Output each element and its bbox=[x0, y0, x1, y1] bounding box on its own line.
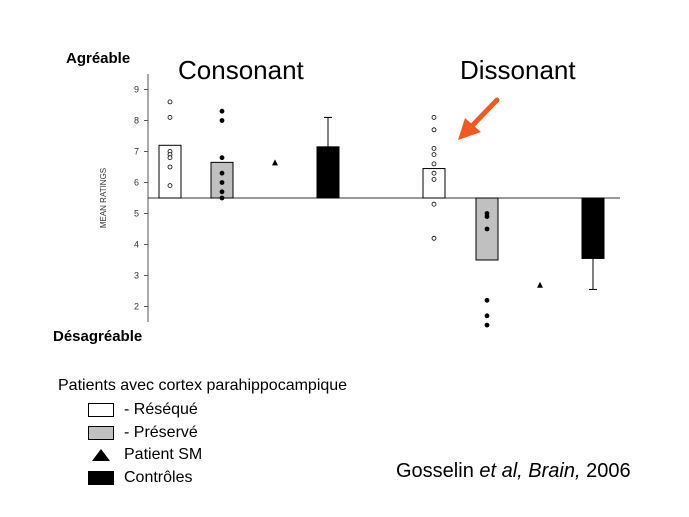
gray-rect-icon bbox=[88, 426, 114, 440]
point-preserved bbox=[484, 297, 490, 303]
bar-resected bbox=[422, 168, 446, 199]
arrow-head bbox=[458, 118, 481, 140]
point-preserved bbox=[484, 214, 490, 220]
legend-label-controls: Contrôles bbox=[124, 469, 193, 486]
open-rect-icon bbox=[88, 403, 114, 417]
point-resected bbox=[167, 115, 173, 120]
bar-resected bbox=[158, 144, 182, 199]
black-rect-icon bbox=[88, 471, 114, 485]
y-tick-label: 3 bbox=[134, 271, 139, 281]
legend-item-resected: - Réséqué bbox=[88, 399, 198, 421]
point-resected bbox=[431, 127, 437, 133]
point-resected bbox=[431, 235, 437, 241]
marker-patient-sm bbox=[537, 281, 543, 288]
point-resected bbox=[431, 176, 437, 182]
dissonant-title: Dissonant bbox=[460, 55, 576, 85]
point-preserved bbox=[484, 226, 490, 232]
point-resected bbox=[431, 201, 437, 207]
legend-item-sm: Patient SM bbox=[88, 444, 202, 466]
pleasant-label: Agréable bbox=[66, 50, 131, 67]
y-tick-label: 8 bbox=[134, 116, 139, 126]
point-resected bbox=[167, 155, 173, 161]
citation-authors: Gosselin bbox=[396, 460, 480, 482]
citation-journal: Brain, bbox=[522, 460, 581, 482]
point-resected bbox=[431, 145, 437, 151]
point-preserved bbox=[219, 118, 225, 123]
point-resected bbox=[431, 161, 437, 167]
point-resected bbox=[431, 152, 437, 158]
y-axis-label: MEAN RATINGS bbox=[99, 168, 108, 228]
point-preserved bbox=[219, 155, 225, 161]
marker-patient-sm bbox=[272, 159, 278, 166]
point-preserved bbox=[219, 189, 225, 195]
consonant-title: Consonant bbox=[178, 55, 304, 85]
point-preserved bbox=[219, 180, 225, 185]
point-preserved bbox=[219, 108, 225, 114]
legend-item-preserved: - Préservé bbox=[88, 422, 198, 444]
y-tick-label: 4 bbox=[134, 240, 139, 250]
y-tick-label: 5 bbox=[134, 209, 139, 219]
bar-controls bbox=[581, 197, 605, 259]
point-resected bbox=[167, 164, 173, 170]
legend-item-controls: Contrôles bbox=[88, 467, 192, 489]
bar-controls bbox=[316, 146, 340, 199]
point-resected bbox=[167, 183, 173, 189]
point-preserved bbox=[219, 195, 225, 201]
y-tick-label: 7 bbox=[134, 147, 139, 157]
legend-label-sm: Patient SM bbox=[124, 446, 203, 463]
y-tick-label: 9 bbox=[134, 85, 139, 95]
legend-label-resected: - Réséqué bbox=[124, 401, 198, 418]
point-resected bbox=[431, 170, 437, 176]
citation-etal: et al, bbox=[479, 460, 523, 482]
point-preserved bbox=[484, 313, 490, 319]
point-preserved bbox=[484, 322, 490, 328]
triangle-icon bbox=[88, 448, 114, 462]
point-preserved bbox=[219, 170, 225, 176]
citation: Gosselin et al, Brain, 2006 bbox=[396, 460, 631, 483]
arrow-shaft bbox=[467, 97, 500, 131]
y-tick-label: 6 bbox=[134, 178, 139, 188]
y-tick-label: 2 bbox=[134, 302, 139, 312]
legend-title: Patients avec cortex parahippocampique bbox=[58, 377, 348, 394]
point-resected bbox=[431, 115, 437, 120]
point-resected bbox=[167, 99, 173, 105]
unpleasant-label: Désagréable bbox=[53, 328, 143, 345]
legend-label-preserved: - Préservé bbox=[124, 424, 198, 441]
citation-year: 2006 bbox=[580, 460, 631, 482]
